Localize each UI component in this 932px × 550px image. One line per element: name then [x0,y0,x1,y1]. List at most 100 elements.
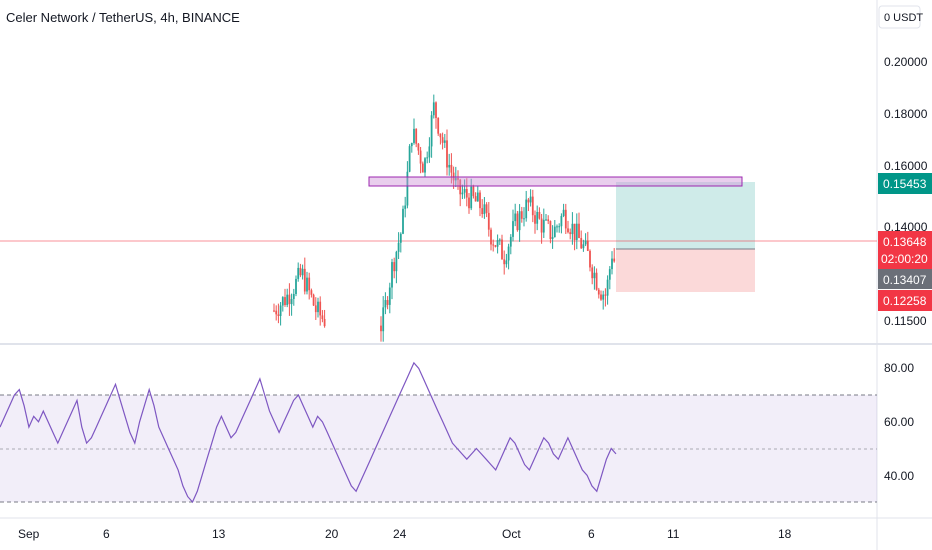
candle-body [465,188,468,198]
candle-body [317,301,319,313]
candle-body [399,233,402,243]
candle-body [487,212,490,230]
candle-body [498,239,501,241]
candle-body [509,236,512,247]
candle-body [286,294,289,305]
currency-label: 0 USDT [884,12,923,24]
candle-body [542,219,545,233]
candle-body [611,258,613,270]
candle-body [516,213,519,231]
candle-body [520,211,523,219]
time-label: 24 [393,527,407,541]
candle-body [503,259,506,265]
candle-body [600,294,602,300]
candle-body [490,229,492,245]
candle-body [593,272,596,279]
time-label: 20 [325,527,339,541]
candle-body [485,204,488,213]
price-tick: 0.16000 [884,159,928,173]
candle-body [323,319,326,327]
candle-body [446,140,448,168]
candle-body [564,209,567,229]
candle-body [534,215,536,224]
candle-body [556,226,558,228]
candle-body [582,244,585,249]
candle-body [549,221,552,239]
time-label: Oct [502,527,521,541]
rsi-tick: 80.00 [884,361,914,375]
candle-body [380,325,382,332]
candle-body [288,294,291,305]
candle-body [470,186,473,209]
candle-body [514,213,517,222]
candle-body [589,250,591,268]
candle-body [463,188,466,193]
candle-body [505,260,508,265]
candle-body [608,269,611,280]
candle-body [523,218,525,220]
candle-body [306,277,308,292]
candle-body [518,211,521,231]
candle-body [507,246,510,261]
candle-body [496,240,499,247]
candle-body [430,115,433,147]
currency-badge[interactable] [878,5,921,29]
candle-body [297,267,300,279]
candle-body [591,267,594,279]
candle-body [494,245,497,247]
candle-body [312,294,315,306]
candle-body [419,150,422,164]
candle-body [384,300,387,308]
time-label: 6 [103,527,110,541]
candle-body [560,215,563,227]
candle-body [417,143,420,151]
candle-body [388,287,391,305]
stop-price-label: 0.12258 [883,294,927,308]
time-label: 13 [212,527,226,541]
candle-body [569,232,572,235]
candle-body [492,244,495,246]
candle-body [584,240,587,245]
price-tick: 0.18000 [884,107,928,121]
candle-body [573,223,576,240]
stop-zone[interactable] [616,249,755,292]
candle-body [525,199,528,219]
rsi-tick: 60.00 [884,415,914,429]
candle-body [450,164,453,173]
price-tick: 0.20000 [884,55,928,69]
candle-body [415,128,418,144]
candle-body [606,279,609,296]
target-zone[interactable] [616,182,755,249]
candle-body [410,142,413,147]
candle-body [558,226,561,228]
candle-body [404,205,407,209]
resistance-zone[interactable] [368,176,743,187]
candle-body [408,146,411,172]
price-tick: 0.14000 [884,220,928,234]
candle-body [273,310,275,312]
candle-body [319,301,322,316]
candle-body [483,204,486,215]
candle-body [567,228,569,233]
last-price-badge [878,231,932,269]
candle-body [386,300,389,305]
candle-body [284,297,286,305]
last-price-label: 0.13648 [883,235,927,249]
candle-body [301,268,304,276]
candle-body [448,164,451,168]
chart-title: Celer Network / TetherUS, 4h, BINANCE [6,10,240,25]
candle-body [571,223,574,235]
candle-body [443,140,446,143]
candle-body [545,219,547,221]
candle-body [472,186,475,197]
candle-body [531,196,534,216]
candle-body [459,179,462,195]
candle-body [421,163,424,173]
candle-body [474,196,477,202]
time-label: 11 [667,527,680,541]
candle-body [321,315,324,320]
time-label: Sep [18,527,40,541]
candle-body [290,299,293,305]
candle-body [275,310,278,315]
